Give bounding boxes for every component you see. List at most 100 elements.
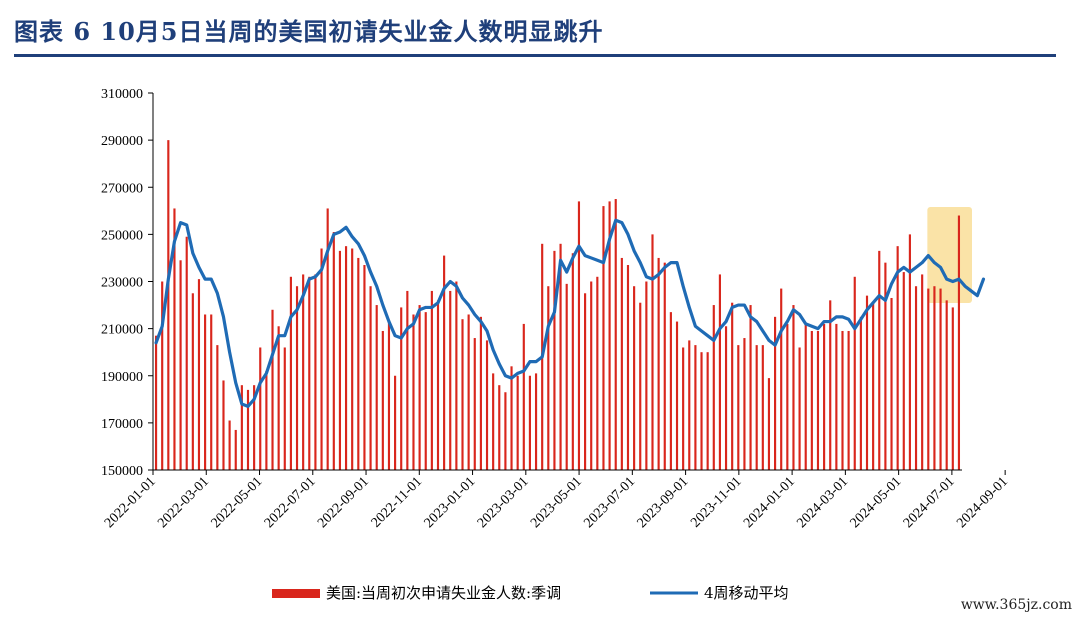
bar [853,276,856,470]
bar [651,234,654,471]
bar [706,352,709,470]
bar [547,286,550,470]
bar [749,305,752,470]
legend-line-label: 4周移动平均 [704,584,789,602]
chart-title: 图表 6 10月5日当周的美国初请失业金人数明显跳升 [14,17,604,46]
bar [957,215,961,470]
bar [222,380,225,470]
bar [908,234,911,471]
x-tick-label: 2023-11-01 [688,474,744,530]
bar [626,265,630,470]
bar [798,347,801,470]
bar [479,316,482,470]
bar [688,340,691,470]
bar [816,330,820,470]
bar [394,375,397,470]
bar [375,305,378,470]
bar [492,373,495,470]
moving-average-line [154,218,986,408]
bar [780,288,783,470]
bar [559,243,562,470]
bar [216,345,219,470]
bar [951,307,954,470]
y-tick-label: 170000 [101,417,143,432]
bar [921,274,924,470]
bar [663,262,666,470]
bar [584,293,587,470]
bar [357,257,360,470]
bar [455,281,458,470]
bar [675,321,679,470]
bar [412,314,415,470]
bar [614,199,617,470]
bar [608,201,611,470]
bar [302,274,305,470]
bar [271,309,274,470]
x-tick-label: 2022-11-01 [369,474,425,530]
y-tick-label: 230000 [101,276,143,291]
bar [259,347,262,470]
bar [743,338,746,470]
bar [890,297,893,470]
bar [443,255,446,470]
bar [786,323,789,470]
bar [657,257,660,470]
x-tick-label: 2022-05-01 [209,474,266,531]
bar [737,345,740,470]
bar [602,206,605,470]
bar [596,276,599,470]
bar [179,260,182,470]
bar [326,208,329,470]
bar [724,326,728,470]
bar [731,302,734,470]
bar [406,290,409,470]
bar [387,321,391,470]
legend-bar-label: 美国:当周初次申请失业金人数:季调 [326,584,561,602]
x-tick-label: 2022-07-01 [262,474,319,531]
bar [945,300,948,470]
bar [498,385,501,470]
bar [283,347,286,470]
bar [761,345,764,470]
bar [694,345,697,470]
y-tick-label: 290000 [101,134,143,149]
bar [228,420,231,470]
bar [534,373,538,470]
bar [896,246,899,470]
bar [161,281,164,470]
bar [418,305,421,470]
bar [332,232,335,470]
bar [823,323,826,470]
legend-bar-swatch [272,589,320,598]
bar [878,250,881,470]
bar [939,288,942,470]
y-tick-label: 310000 [101,87,143,102]
bar [504,392,507,470]
bar [265,371,268,470]
bar [295,286,299,470]
bar [774,316,777,470]
bar [865,295,869,470]
y-tick-label: 210000 [101,323,143,338]
bar [577,201,581,470]
x-tick-label: 2022-01-01 [102,474,159,531]
bar [884,262,887,470]
line-layer [154,218,986,408]
bar [914,286,918,470]
bar [338,250,342,470]
x-tick-label: 2024-07-01 [901,474,958,531]
bar [700,352,703,470]
x-tick-label: 2024-01-01 [741,474,798,531]
x-tick-label: 2024-09-01 [954,474,1011,531]
bar [289,276,292,470]
bar [154,335,158,470]
y-tick-label: 190000 [101,370,143,385]
bar [841,330,844,470]
bar [204,314,207,470]
bar [246,389,250,470]
x-tick-label: 2022-09-01 [315,474,372,531]
bar [314,274,317,470]
bar [522,323,525,470]
bar [485,340,489,470]
bar [436,300,440,470]
